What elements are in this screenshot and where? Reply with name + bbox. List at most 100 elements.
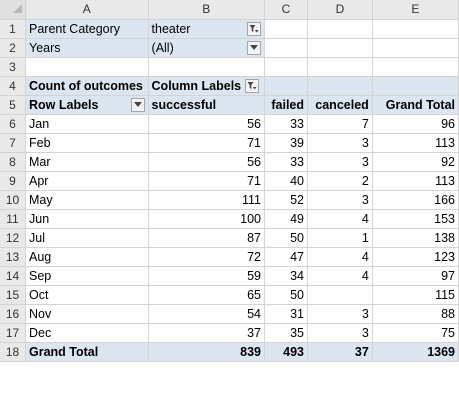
value-canceled[interactable]: 3 [307, 190, 373, 210]
filter-value-cell[interactable]: theater [148, 19, 265, 39]
column-header-successful[interactable]: successful [148, 95, 265, 115]
value-grand-total[interactable]: 97 [372, 266, 459, 286]
row-header[interactable]: 18 [0, 342, 26, 362]
values-field-label[interactable]: Count of outcomes [25, 76, 149, 96]
value-successful[interactable]: 65 [148, 285, 265, 305]
value-grand-total[interactable]: 138 [372, 228, 459, 248]
filter-label[interactable]: Years [25, 38, 149, 58]
grand-total-total[interactable]: 1369 [372, 341, 459, 362]
cell[interactable] [264, 38, 309, 58]
value-failed[interactable]: 31 [264, 304, 309, 324]
row-header[interactable]: 17 [0, 323, 26, 343]
column-header-failed[interactable]: failed [264, 95, 309, 115]
value-successful[interactable]: 111 [148, 190, 265, 210]
row-header[interactable]: 4 [0, 76, 26, 96]
grand-total-canceled[interactable]: 37 [307, 341, 373, 362]
row-header[interactable]: 15 [0, 285, 26, 305]
row-label[interactable]: Oct [25, 285, 149, 305]
value-grand-total[interactable]: 75 [372, 323, 459, 343]
value-grand-total[interactable]: 113 [372, 133, 459, 153]
value-canceled[interactable]: 1 [307, 228, 373, 248]
row-label[interactable]: Aug [25, 247, 149, 267]
row-header[interactable]: 13 [0, 247, 26, 267]
value-failed[interactable]: 39 [264, 133, 309, 153]
value-canceled[interactable]: 4 [307, 266, 373, 286]
value-grand-total[interactable]: 166 [372, 190, 459, 210]
row-header[interactable]: 1 [0, 19, 26, 39]
value-failed[interactable]: 33 [264, 114, 309, 134]
filter-label[interactable]: Parent Category [25, 19, 149, 39]
value-grand-total[interactable]: 153 [372, 209, 459, 229]
row-label[interactable]: Apr [25, 171, 149, 191]
value-canceled[interactable]: 2 [307, 171, 373, 191]
value-successful[interactable]: 37 [148, 323, 265, 343]
column-labels-cell[interactable]: Column Labels [148, 76, 265, 96]
value-grand-total[interactable]: 92 [372, 152, 459, 172]
value-successful[interactable]: 56 [148, 152, 265, 172]
value-successful[interactable]: 54 [148, 304, 265, 324]
row-header[interactable]: 6 [0, 114, 26, 134]
value-failed[interactable]: 40 [264, 171, 309, 191]
row-label[interactable]: May [25, 190, 149, 210]
value-canceled[interactable]: 3 [307, 323, 373, 343]
value-grand-total[interactable]: 88 [372, 304, 459, 324]
value-canceled[interactable]: 4 [307, 247, 373, 267]
row-header[interactable]: 8 [0, 152, 26, 172]
cell[interactable] [307, 38, 373, 58]
row-label[interactable]: Feb [25, 133, 149, 153]
row-label[interactable]: Dec [25, 323, 149, 343]
value-grand-total[interactable]: 115 [372, 285, 459, 305]
column-header-d[interactable]: D [307, 0, 373, 20]
value-grand-total[interactable]: 123 [372, 247, 459, 267]
value-failed[interactable]: 33 [264, 152, 309, 172]
row-header[interactable]: 12 [0, 228, 26, 248]
row-label[interactable]: Nov [25, 304, 149, 324]
value-failed[interactable]: 52 [264, 190, 309, 210]
column-header-canceled[interactable]: canceled [307, 95, 373, 115]
value-grand-total[interactable]: 113 [372, 171, 459, 191]
value-canceled[interactable]: 3 [307, 304, 373, 324]
grand-total-label[interactable]: Grand Total [25, 341, 149, 362]
cell[interactable] [264, 19, 309, 39]
value-failed[interactable]: 34 [264, 266, 309, 286]
value-successful[interactable]: 87 [148, 228, 265, 248]
row-label[interactable]: Jan [25, 114, 149, 134]
row-label[interactable]: Jul [25, 228, 149, 248]
column-header-a[interactable]: A [25, 0, 149, 20]
row-header[interactable]: 16 [0, 304, 26, 324]
chevron-down-icon[interactable] [246, 40, 261, 55]
cell[interactable] [25, 57, 149, 77]
value-successful[interactable]: 59 [148, 266, 265, 286]
value-successful[interactable]: 71 [148, 133, 265, 153]
row-header[interactable]: 3 [0, 57, 26, 77]
cell[interactable] [264, 76, 309, 96]
column-header-b[interactable]: B [148, 0, 265, 20]
row-label[interactable]: Mar [25, 152, 149, 172]
row-labels-cell[interactable]: Row Labels [25, 95, 149, 115]
value-canceled[interactable]: 3 [307, 152, 373, 172]
value-failed[interactable]: 49 [264, 209, 309, 229]
value-grand-total[interactable]: 96 [372, 114, 459, 134]
value-successful[interactable]: 100 [148, 209, 265, 229]
row-label[interactable]: Sep [25, 266, 149, 286]
cell[interactable] [307, 19, 373, 39]
row-header[interactable]: 2 [0, 38, 26, 58]
row-label[interactable]: Jun [25, 209, 149, 229]
cell[interactable] [372, 76, 459, 96]
column-header-e[interactable]: E [372, 0, 459, 20]
value-failed[interactable]: 35 [264, 323, 309, 343]
row-header[interactable]: 10 [0, 190, 26, 210]
filter-value-cell[interactable]: (All) [148, 38, 265, 58]
cell[interactable] [372, 38, 459, 58]
row-header[interactable]: 7 [0, 133, 26, 153]
row-header[interactable]: 9 [0, 171, 26, 191]
value-successful[interactable]: 56 [148, 114, 265, 134]
value-failed[interactable]: 50 [264, 285, 309, 305]
select-all-corner[interactable] [0, 0, 26, 20]
chevron-down-icon[interactable] [130, 97, 145, 112]
grand-total-failed[interactable]: 493 [264, 341, 309, 362]
value-failed[interactable]: 50 [264, 228, 309, 248]
column-header-grand-total[interactable]: Grand Total [372, 95, 459, 115]
filter-applied-dropdown-icon[interactable] [246, 21, 261, 36]
row-header[interactable]: 5 [0, 95, 26, 115]
